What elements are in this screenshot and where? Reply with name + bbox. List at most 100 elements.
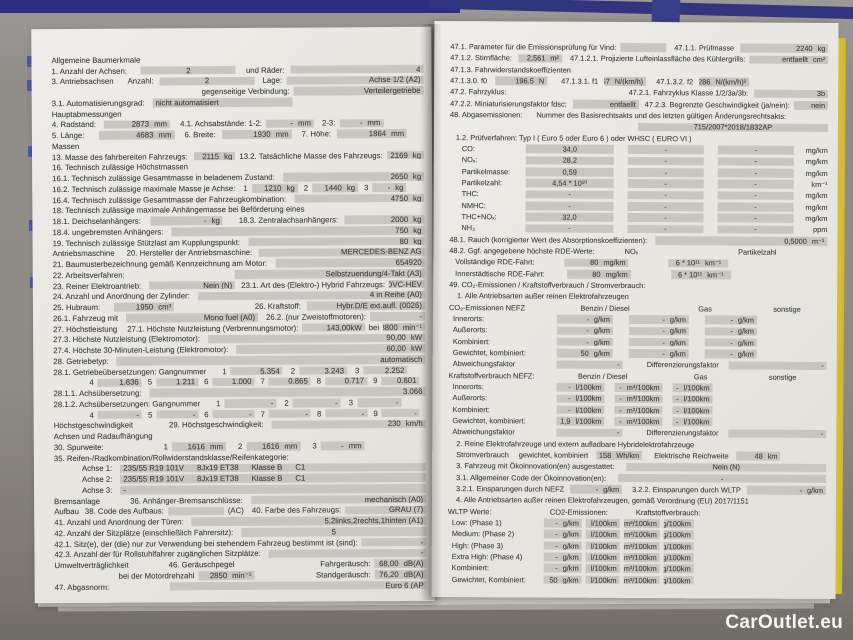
field-label: 47.1.2.1. Projizierte Lufteinlassfläche … xyxy=(569,54,746,65)
field-value: -kg/100km xyxy=(663,575,694,585)
field-label: bei der Motordrehzahl xyxy=(118,571,195,581)
field-label: 3. Fahrzeug mit Ökoinnovation(en) ausges… xyxy=(456,461,615,472)
field-value: - xyxy=(717,145,794,155)
field-label: Achse 2: xyxy=(81,474,113,485)
field-label: Partikelmasse: xyxy=(461,166,511,177)
field-label: mg/km xyxy=(805,157,828,167)
field-label: 47.1.1. Prüfmasse xyxy=(674,43,735,53)
field-value: - xyxy=(618,473,827,484)
field-label: Hauptabmessungen xyxy=(51,109,122,119)
field-label: 2 xyxy=(237,441,243,451)
field-label: Differenzierungsfaktor xyxy=(646,360,719,370)
field-label: Aufbau xyxy=(54,507,79,517)
field-label: 2-3: xyxy=(321,118,336,128)
field-value: - g/km xyxy=(628,349,689,359)
field-label: 18.1. Deichselanhängers: xyxy=(52,216,141,227)
field-value: 2115 kg xyxy=(193,151,236,161)
field-label: 26.2. (nur Zweistoffmotoren): xyxy=(266,312,367,322)
field-value: -l/100km xyxy=(585,552,620,562)
field-value: 2000 kg xyxy=(344,215,425,225)
field-label: 47.1.2. Stirnfläche: xyxy=(450,53,512,63)
field-label: 47.1.3.1. f1 xyxy=(561,76,599,86)
field-value: - xyxy=(525,201,614,211)
field-value: -l/100km xyxy=(585,564,620,573)
field-value: - xyxy=(627,145,704,155)
field-label: und Räder: xyxy=(245,65,285,75)
field-label: 28.1.1. Achsübersetzung: xyxy=(53,388,142,399)
field-label: 6 xyxy=(204,377,209,387)
field-label: 18. Technisch zulässige maximale Anhänge… xyxy=(52,204,305,216)
field-value: Nein (N) xyxy=(626,462,827,473)
field-value: 1616 mm xyxy=(171,442,227,452)
field-label: Allgemeine Baumerkmale xyxy=(51,55,141,65)
field-value: -m³/100km xyxy=(623,553,660,562)
field-label: 42.1. Sitz(e), der (die) nur zur Verwend… xyxy=(54,537,358,549)
field-label: gewichtet, kombiniert xyxy=(518,450,589,460)
field-label: Vollständige RDE-Fahrt: xyxy=(455,257,535,267)
field-value: - xyxy=(717,179,794,189)
field-label: 27.1. Höchste Nutzleistung (Verbrennungs… xyxy=(127,323,299,334)
field-value: 1.9l/100km xyxy=(585,575,620,585)
field-label: 16.4. Technisch zulässige Gesamtmasse de… xyxy=(52,194,287,205)
field-value: 60,00 kW xyxy=(236,344,426,354)
field-value: - g/km xyxy=(543,541,582,551)
field-label: 3. Antriebsachsen xyxy=(51,77,114,87)
field-value: -kg/100km xyxy=(663,564,694,574)
field-value: 3b xyxy=(754,89,829,99)
coc-right-page: 47.1. Parameter für die Emissionsprüfung… xyxy=(431,20,839,600)
field-label: 1. Anzahl der Achsen: xyxy=(51,66,127,76)
field-value: 235/55 R19 101V 8Jx19 ET38 Klasse B C1 xyxy=(120,462,426,473)
field-label: 6 xyxy=(204,409,209,419)
field-label: 47.2.2. Miniaturisierungsfaktor fdsc: xyxy=(450,98,567,109)
field-value: 4 xyxy=(290,64,424,75)
field-value: - xyxy=(717,225,794,235)
field-value: 6 * 10¹¹ km⁻¹ xyxy=(670,270,731,280)
field-label: 26.1. Fahrzeug mit xyxy=(52,313,119,323)
field-value: - xyxy=(627,201,704,211)
field-label: NMHC: xyxy=(461,200,486,210)
spacer xyxy=(450,126,638,127)
field-value: - xyxy=(556,360,623,370)
field-label: 3 xyxy=(364,183,369,193)
field-label: 47.1.3.2. f2 xyxy=(656,77,694,87)
field-value: - mm xyxy=(320,441,365,451)
field-label: Fahrgeräusch: xyxy=(320,559,371,569)
field-value: 1,9 l/100km xyxy=(556,416,605,426)
field-value: -l/100km xyxy=(556,394,605,403)
field-label: 42. Anzahl der Sitzplätze (einschließlic… xyxy=(54,527,234,538)
field-label: Lage: xyxy=(262,76,283,86)
field-value: Mono fuel (A0) xyxy=(126,312,259,323)
field-label: 3 xyxy=(355,365,360,375)
field-value: - xyxy=(717,213,794,223)
field-label: 22. Arbeitsverfahren: xyxy=(52,270,125,280)
field-value: -l/100km xyxy=(585,530,620,539)
field-value: - xyxy=(717,202,794,212)
field-label: CO: xyxy=(461,144,476,154)
field-value: 1950 cm³ xyxy=(114,302,175,312)
field-value: 1210 kg xyxy=(251,183,298,193)
field-label: 24. Anzahl und Anordnung der Zylinder: xyxy=(52,291,190,302)
field-label: Achse 3: xyxy=(82,485,113,495)
field-label: 18.3. Zentralachsanhängers: xyxy=(238,215,339,226)
field-value: - g/km xyxy=(543,518,582,528)
field-label: 2 xyxy=(303,183,309,193)
field-label: Abweichungsfaktor xyxy=(452,427,515,437)
field-label: 5 xyxy=(147,410,153,420)
field-label: 47.1. Parameter für die Emissionsprüfung… xyxy=(450,42,617,53)
field-label: 16.2. Technisch zulässige maximale Masse… xyxy=(52,183,236,194)
field-label: Differenzierungsfaktor xyxy=(646,428,719,438)
field-value: - g/km xyxy=(628,337,689,347)
field-value: 3.243 xyxy=(299,366,348,376)
field-value: -l/100km xyxy=(556,405,605,415)
binder-strip-right xyxy=(429,0,853,20)
field-label: 4 xyxy=(89,410,94,420)
field-value: - g/km xyxy=(556,326,613,336)
field-value: 0,59 xyxy=(525,167,614,177)
field-value: nein xyxy=(793,100,829,110)
field-value: 196.5 N xyxy=(495,76,548,86)
field-value: - xyxy=(268,409,312,419)
field-value: -m³/100km xyxy=(623,530,660,540)
field-value: Hybr.D/E ext.aufl. (0026) xyxy=(306,301,425,311)
field-label: WLTP Werte: xyxy=(447,506,492,516)
field-label: Anzahl: xyxy=(127,76,154,87)
